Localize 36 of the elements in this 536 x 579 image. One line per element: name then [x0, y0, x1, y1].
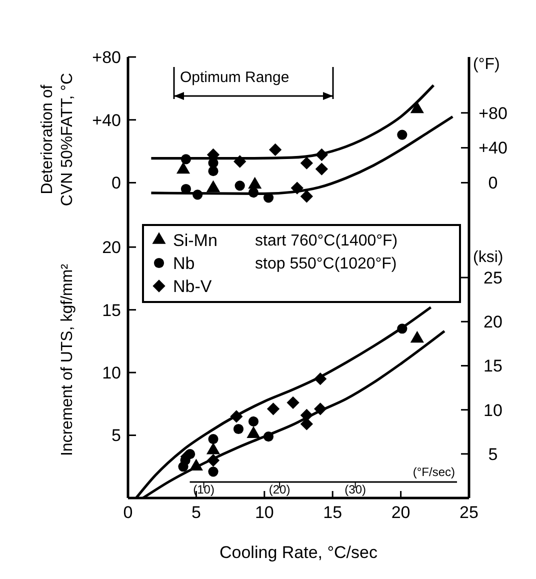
y2-tick-label: 5: [488, 444, 498, 464]
x-tick-label: 10: [254, 503, 274, 522]
y2-tick-label: 10: [484, 400, 502, 420]
x-tick-label: 25: [460, 503, 478, 522]
x-axis-title: Cooling Rate, °C/sec: [220, 543, 378, 562]
x2-tick-label: (20): [268, 482, 290, 496]
legend-label: Nb: [173, 254, 195, 273]
x2-axis-title: (°F/sec): [412, 465, 455, 479]
y-tick-label: +40: [92, 110, 121, 130]
annotation: start 760°C(1400°F): [255, 232, 398, 250]
y2-tick-label: 20: [484, 312, 502, 332]
legend-label: Nb-V: [173, 276, 212, 296]
x-tick-label: 15: [323, 503, 342, 522]
annotation: Optimum Range: [180, 69, 290, 86]
x-tick-label: 20: [391, 503, 410, 522]
x2-tick-label: (30): [344, 482, 366, 496]
y2-tick-label: +80: [478, 104, 508, 123]
x-tick-label: 0: [123, 503, 133, 522]
x2-tick-label: (10): [193, 482, 214, 496]
y-tick-label: +80: [92, 48, 121, 67]
y-tick-label: 15: [102, 300, 121, 320]
x-tick-label: 5: [191, 503, 201, 522]
y-tick-label: 10: [102, 363, 121, 382]
y-axis-title: Deterioration of CVN 50%FATT, °C: [39, 72, 76, 206]
y2-tick-label: 25: [484, 268, 502, 288]
y2-axis-title: (ksi): [473, 249, 504, 266]
y2-tick-label: +40: [478, 138, 508, 158]
legend-label: Si-Mn: [173, 230, 218, 250]
y-tick-label: 20: [102, 238, 121, 258]
y2-axis-title: (°F): [473, 56, 500, 73]
y-tick-label: 5: [112, 426, 121, 446]
y2-tick-label: 15: [484, 356, 502, 376]
y-axis-title: Increment of UTS, kgf/mm²: [59, 263, 76, 456]
y-tick-label: 0: [112, 174, 121, 193]
annotation: stop 550°C(1020°F): [255, 256, 397, 273]
y2-tick-label: 0: [488, 174, 498, 193]
